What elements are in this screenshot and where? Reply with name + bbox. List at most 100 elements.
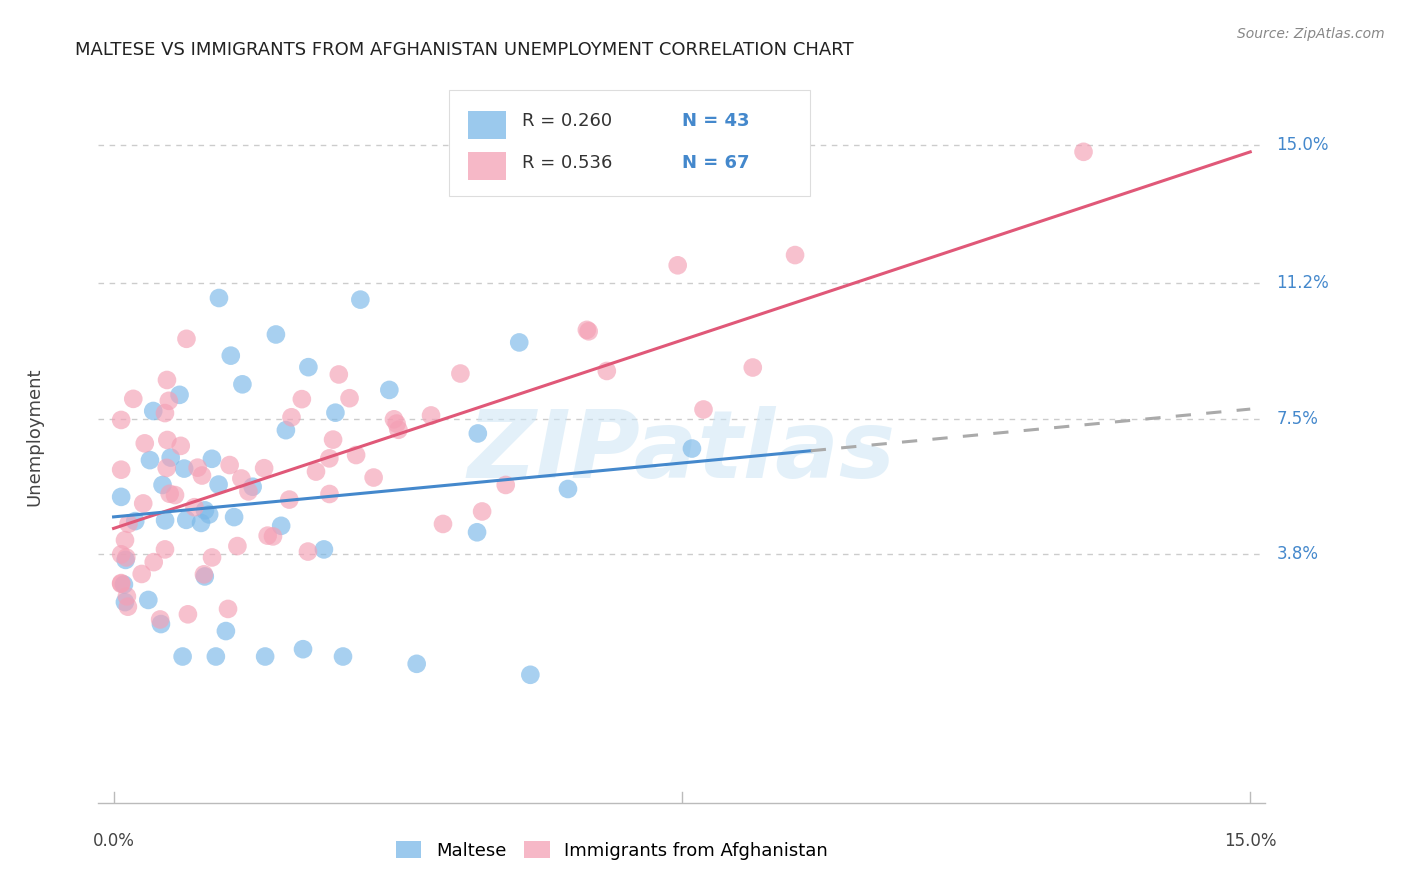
Point <box>139 453 162 467</box>
Point <box>495 478 517 492</box>
Point <box>152 478 174 492</box>
Point <box>297 360 319 375</box>
Point <box>170 439 193 453</box>
Point <box>449 367 471 381</box>
Point <box>132 496 155 510</box>
Text: N = 43: N = 43 <box>682 112 749 130</box>
Point <box>262 529 284 543</box>
Point <box>194 503 217 517</box>
Point <box>114 533 136 548</box>
Point <box>385 417 408 431</box>
Point <box>318 487 340 501</box>
Point <box>183 500 205 515</box>
Point <box>363 470 385 484</box>
Point <box>110 490 132 504</box>
Point <box>432 516 454 531</box>
Point <box>159 487 181 501</box>
Point <box>110 576 132 591</box>
Point <box>578 324 600 338</box>
Point <box>110 413 132 427</box>
Point <box>325 406 347 420</box>
Point <box>575 323 598 337</box>
Point <box>193 567 215 582</box>
Point <box>339 391 361 405</box>
Point <box>467 426 489 441</box>
Point <box>519 667 541 681</box>
Point <box>190 516 212 530</box>
Point <box>349 293 371 307</box>
Point <box>405 657 427 671</box>
Text: N = 67: N = 67 <box>682 153 749 172</box>
Point <box>122 392 145 406</box>
Point <box>219 349 242 363</box>
Point <box>208 291 231 305</box>
Text: R = 0.260: R = 0.260 <box>522 112 612 130</box>
Point <box>231 471 253 485</box>
Point <box>557 482 579 496</box>
Text: 3.8%: 3.8% <box>1277 545 1319 563</box>
Point <box>218 458 240 472</box>
Point <box>378 383 401 397</box>
Point <box>201 550 224 565</box>
Point <box>153 513 176 527</box>
Point <box>270 518 292 533</box>
Point <box>420 409 443 423</box>
Point <box>256 528 278 542</box>
Point <box>274 423 297 437</box>
Point <box>136 593 159 607</box>
Point <box>114 553 136 567</box>
Point <box>112 577 135 591</box>
Point <box>465 525 488 540</box>
Point <box>163 488 186 502</box>
Point <box>110 463 132 477</box>
Point <box>110 547 132 561</box>
Point <box>264 327 287 342</box>
Bar <box>468 111 506 138</box>
Point <box>114 595 136 609</box>
Point <box>169 388 191 402</box>
Text: Unemployment: Unemployment <box>25 368 44 507</box>
Point <box>207 477 229 491</box>
Point <box>387 423 409 437</box>
Legend: Maltese, Immigrants from Afghanistan: Maltese, Immigrants from Afghanistan <box>389 834 835 867</box>
Point <box>115 590 138 604</box>
Point <box>596 364 619 378</box>
Point <box>471 504 494 518</box>
Point <box>176 332 198 346</box>
Point <box>174 513 197 527</box>
Point <box>142 404 165 418</box>
Point <box>172 649 194 664</box>
Point <box>291 392 314 406</box>
Point <box>173 461 195 475</box>
Point <box>312 542 335 557</box>
Point <box>205 649 228 664</box>
Point <box>328 368 350 382</box>
Point <box>242 480 264 494</box>
Point <box>332 649 354 664</box>
Text: 11.2%: 11.2% <box>1277 275 1329 293</box>
Text: 15.0%: 15.0% <box>1225 832 1277 850</box>
Point <box>153 406 176 420</box>
Point <box>117 599 139 614</box>
FancyBboxPatch shape <box>449 90 810 195</box>
Bar <box>468 153 506 180</box>
Point <box>238 484 260 499</box>
Point <box>115 550 138 565</box>
Text: 0.0%: 0.0% <box>93 832 135 850</box>
Point <box>187 460 209 475</box>
Point <box>508 335 530 350</box>
Text: Source: ZipAtlas.com: Source: ZipAtlas.com <box>1237 27 1385 41</box>
Point <box>131 566 153 581</box>
Point <box>280 410 302 425</box>
Text: 7.5%: 7.5% <box>1277 409 1319 428</box>
Point <box>318 451 340 466</box>
Point <box>741 360 763 375</box>
Text: R = 0.536: R = 0.536 <box>522 153 613 172</box>
Point <box>278 492 301 507</box>
Point <box>156 461 179 475</box>
Point <box>149 617 172 632</box>
Point <box>231 377 253 392</box>
Point <box>157 393 180 408</box>
Point <box>215 624 238 638</box>
Point <box>153 542 176 557</box>
